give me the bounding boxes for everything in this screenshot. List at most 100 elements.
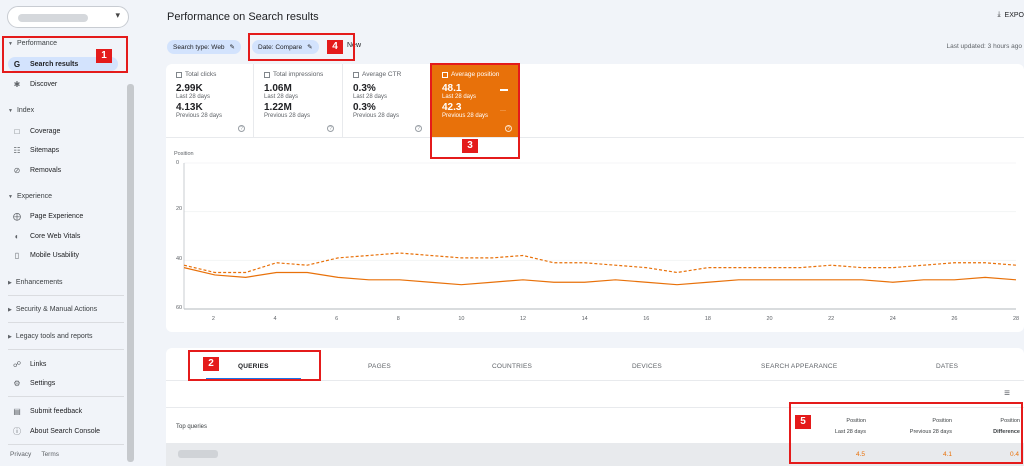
sidebar-item-removals[interactable]: ⊘ Removals <box>13 165 62 175</box>
caret-down-icon: ▼ <box>8 107 13 114</box>
sidebar: ▾ ▼ Performance G Search results ✱ Discover… <box>0 0 136 466</box>
metric-average-position[interactable]: Average position 48.1 Last 28 days 42.3 … <box>432 64 520 137</box>
privacy-link[interactable]: Privacy <box>10 451 32 458</box>
annotation-box-5 <box>789 402 1023 464</box>
x-tick: 26 <box>951 316 958 322</box>
section-enhancements[interactable]: ▶ Enhancements <box>8 279 63 286</box>
google-icon: G <box>13 59 21 69</box>
chevron-down-icon: ▾ <box>115 10 120 20</box>
x-tick: 14 <box>581 316 588 322</box>
section-performance[interactable]: ▼ Performance <box>8 40 58 47</box>
sidebar-item-settings[interactable]: ⚙ Settings <box>13 378 56 388</box>
legend-solid-line <box>500 89 508 91</box>
metric-value: 0.3% <box>353 83 376 94</box>
y-tick: 40 <box>176 256 183 262</box>
x-tick: 24 <box>889 316 896 322</box>
metric-value-previous: 1.22M <box>264 102 292 113</box>
section-index[interactable]: ▼ Index <box>8 107 35 114</box>
divider <box>166 380 1024 381</box>
section-legacy[interactable]: ▶ Legacy tools and reports <box>8 333 93 340</box>
property-selector[interactable]: ▾ <box>7 6 129 28</box>
plus-circle-icon: ⨁ <box>13 211 21 221</box>
help-icon[interactable]: ? <box>415 125 422 132</box>
terms-link[interactable]: Terms <box>41 451 60 458</box>
export-button[interactable]: ⤓ EXPO <box>997 11 1024 19</box>
checkbox-checked-icon[interactable] <box>442 71 448 78</box>
last-updated: Last updated: 3 hours ago <box>946 43 1022 50</box>
sidebar-item-search-results[interactable]: G Search results <box>8 57 118 71</box>
gear-icon: ⚙ <box>13 378 21 388</box>
tab-devices[interactable]: DEVICES <box>632 363 662 370</box>
column-position-last[interactable]: Position Last 28 days <box>834 418 866 435</box>
sidebar-item-sitemaps[interactable]: ☷ Sitemaps <box>13 145 60 155</box>
sidebar-item-core-web-vitals[interactable]: ◐ Core Web Vitals <box>12 229 81 243</box>
checkbox-icon[interactable] <box>353 71 359 78</box>
eye-off-icon: ⊘ <box>13 165 21 175</box>
sidebar-item-feedback[interactable]: ▤ Submit feedback <box>13 406 83 416</box>
chart-y-label: Position <box>174 151 194 157</box>
metric-total-clicks[interactable]: Total clicks 2.99K Last 28 days 4.13K Pr… <box>166 64 254 137</box>
pencil-icon: ✎ <box>307 44 313 51</box>
annotation-box-3 <box>430 63 520 159</box>
section-security[interactable]: ▶ Security & Manual Actions <box>8 306 98 313</box>
help-icon[interactable]: ? <box>327 125 334 132</box>
y-tick: 20 <box>176 206 183 212</box>
filter-icon[interactable]: ≡ <box>1004 388 1010 399</box>
sitemap-icon: ☷ <box>13 145 21 155</box>
caret-right-icon: ▶ <box>8 333 12 340</box>
metric-sub: Last 28 days <box>353 94 388 100</box>
sidebar-item-coverage[interactable]: □ Coverage <box>12 124 61 138</box>
date-chip[interactable]: Date: Compare ✎ <box>252 40 319 54</box>
column-position-previous[interactable]: Position Previous 28 days <box>909 418 952 435</box>
search-type-chip[interactable]: Search type: Web ✎ <box>167 40 241 54</box>
sidebar-item-discover[interactable]: ✱ Discover <box>13 79 58 89</box>
series-line-dashed <box>183 252 1017 274</box>
checkbox-icon[interactable] <box>176 71 182 78</box>
metric-value-previous: 4.13K <box>176 102 203 113</box>
x-tick: 18 <box>704 316 711 322</box>
annotation-label-3: 3 <box>462 139 478 153</box>
sidebar-item-links[interactable]: ☍ Links <box>12 359 47 369</box>
x-tick: 22 <box>828 316 835 322</box>
help-icon[interactable]: ? <box>505 125 512 132</box>
caret-down-icon: ▼ <box>8 40 13 47</box>
gauge-icon: ◐ <box>14 231 20 241</box>
divider <box>8 396 124 397</box>
x-tick: 12 <box>519 316 527 322</box>
sidebar-item-mobile-usability[interactable]: ▯ Mobile Usability <box>12 248 79 262</box>
cell-position-previous: 4.1 <box>942 451 952 458</box>
metric-sub-previous: Previous 28 days <box>442 113 489 119</box>
tab-countries[interactable]: COUNTRIES <box>492 363 533 370</box>
cell-position-difference: 0.4 <box>1009 451 1019 458</box>
tab-queries[interactable]: QUERIES <box>238 363 269 370</box>
metric-sub-previous: Previous 28 days <box>353 113 400 119</box>
column-position-difference[interactable]: Position Difference <box>993 418 1020 435</box>
property-name-redacted <box>18 14 88 22</box>
divider <box>8 349 124 350</box>
metric-total-impressions[interactable]: Total impressions 1.06M Last 28 days 1.2… <box>254 64 343 137</box>
caret-right-icon: ▶ <box>8 279 12 286</box>
divider <box>8 444 124 445</box>
file-icon: □ <box>14 126 20 136</box>
x-tick: 20 <box>766 316 773 322</box>
table-row[interactable]: 4.5 4.1 0.4 <box>166 443 1024 466</box>
tab-pages[interactable]: PAGES <box>368 363 391 370</box>
checkbox-icon[interactable] <box>264 71 270 78</box>
metric-sub-previous: Previous 28 days <box>264 113 311 119</box>
sidebar-item-page-experience[interactable]: ⨁ Page Experience <box>13 211 84 221</box>
tab-dates[interactable]: DATES <box>936 363 959 370</box>
x-tick: 28 <box>1013 316 1020 322</box>
annotation-label-1: 1 <box>96 49 112 63</box>
footer-links: Privacy Terms <box>10 451 59 458</box>
annotation-label-2: 2 <box>203 357 219 371</box>
section-experience[interactable]: ▼ Experience <box>8 193 52 200</box>
metric-value: 2.99K <box>176 83 203 94</box>
dimensions-card: QUERIES PAGES COUNTRIES DEVICES SEARCH A… <box>166 348 1024 466</box>
tab-search-appearance[interactable]: SEARCH APPEARANCE <box>761 363 838 370</box>
metric-sub: Last 28 days <box>176 94 211 100</box>
pencil-icon: ✎ <box>229 44 235 51</box>
help-icon[interactable]: ? <box>238 125 245 132</box>
sidebar-scrollbar[interactable] <box>127 84 134 462</box>
sidebar-item-about[interactable]: ⓘ About Search Console <box>13 426 101 436</box>
